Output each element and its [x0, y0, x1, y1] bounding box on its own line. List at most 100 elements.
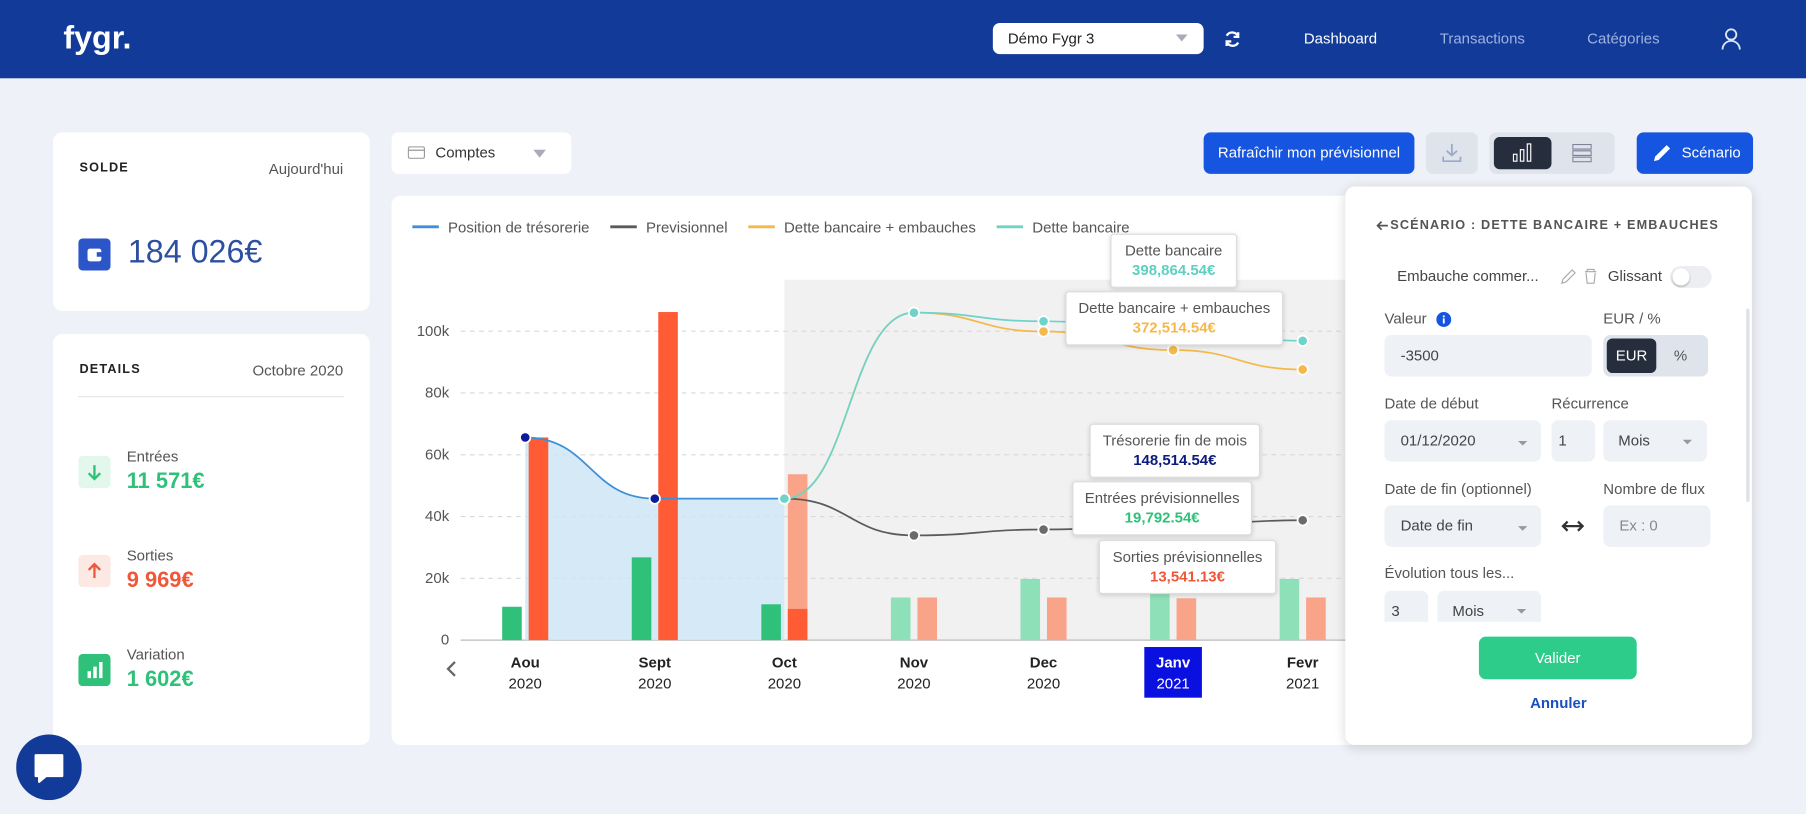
tooltip: Trésorerie fin de mois 148,514.54€ — [1089, 423, 1261, 478]
item-value: 1 602€ — [126, 667, 194, 692]
variation-icon — [78, 653, 111, 687]
chat-button[interactable] — [16, 734, 82, 801]
unit-option[interactable]: % — [1673, 346, 1688, 364]
x-tick-year: 2020 — [638, 675, 671, 692]
x-tick-year: 2020 — [1027, 675, 1060, 692]
tooltip-label: Entrées prévisionnelles — [1084, 489, 1240, 507]
count-input[interactable] — [1603, 505, 1711, 547]
point — [1037, 325, 1050, 338]
count-placeholder: Ex : 0 — [1619, 516, 1658, 535]
info-icon[interactable] — [1436, 312, 1452, 327]
chart-icon — [1512, 143, 1532, 162]
x-tick-label: Fevr — [1287, 655, 1319, 672]
field-label: Évolution tous les... — [1384, 564, 1515, 582]
card-icon — [407, 146, 426, 159]
refresh-button[interactable] — [1203, 132, 1415, 174]
nav-link[interactable]: Catégories — [1587, 29, 1660, 48]
caret — [533, 149, 546, 158]
download-icon — [1442, 143, 1462, 163]
tooltip-value: 148,514.54€ — [1133, 451, 1217, 469]
solde-label: SOLDE — [79, 161, 129, 175]
list-icon[interactable] — [1572, 143, 1592, 163]
sliding-label: Glissant — [1607, 267, 1663, 285]
tooltip-label: Sorties prévisionnelles — [1112, 548, 1263, 566]
point — [1037, 523, 1050, 536]
caret — [1682, 439, 1692, 445]
nav-link[interactable]: Transactions — [1439, 29, 1525, 48]
bar — [1020, 578, 1041, 641]
evolution-input[interactable] — [1384, 590, 1429, 622]
y-tick-label: 60k — [425, 446, 450, 463]
scenario-item: Embauche commer... — [1397, 267, 1539, 285]
submit-button[interactable] — [1478, 636, 1637, 680]
x-tick-label: Aou — [511, 655, 540, 672]
cancel-link[interactable]: Annuler — [1530, 694, 1587, 712]
divider — [78, 396, 345, 398]
solde-date: Aujourd'hui — [268, 160, 344, 178]
evolution-text: 3 — [1391, 602, 1400, 620]
view-chart[interactable] — [1493, 137, 1552, 170]
account-select[interactable] — [992, 23, 1204, 55]
tooltip-value: 398,864.54€ — [1132, 261, 1216, 279]
edit-delete-icons[interactable] — [1561, 268, 1600, 285]
select-carets — [1518, 440, 1528, 531]
point — [1296, 363, 1309, 376]
point — [1296, 514, 1309, 527]
bar — [631, 557, 652, 641]
evolution-select[interactable] — [1437, 590, 1542, 622]
x-tick-label: Janv — [1156, 655, 1191, 672]
scrollbar[interactable] — [1746, 308, 1750, 502]
value-input[interactable] — [1384, 335, 1592, 377]
tooltip: Dette bancaire + embauches 372,514.54€ — [1065, 291, 1284, 346]
in-icon — [78, 455, 111, 489]
back-arrow[interactable] — [1375, 220, 1389, 232]
point — [1037, 315, 1050, 328]
point — [519, 431, 532, 444]
unit-eur[interactable] — [1606, 338, 1657, 374]
field-label: Date de début — [1384, 394, 1479, 413]
point — [1296, 334, 1309, 347]
recurrence-input[interactable] — [1551, 420, 1596, 462]
evolution-unit: Mois — [1452, 602, 1485, 620]
refresh-button-label: Rafraîchir mon prévisionnel — [1217, 143, 1401, 162]
logo[interactable]: fygr. — [63, 19, 132, 56]
y-tick-label: 40k — [425, 508, 450, 525]
tooltip: Sorties prévisionnelles 13,541.13€ — [1098, 539, 1277, 595]
point — [778, 492, 791, 505]
bar — [890, 597, 911, 641]
start-select[interactable] — [1384, 420, 1542, 462]
solde-card — [52, 132, 370, 311]
end-select[interactable] — [1384, 505, 1542, 547]
unit-option: EUR — [1615, 346, 1648, 364]
account-name: Démo Fygr 3 — [1007, 29, 1095, 48]
selected-month — [1144, 647, 1202, 698]
prev-arrow[interactable] — [446, 661, 456, 677]
x-tick-year: 2021 — [1156, 675, 1189, 692]
bar — [502, 606, 522, 641]
area — [525, 437, 785, 641]
legend-label: Dette bancaire — [1032, 220, 1129, 237]
field-label: Récurrence — [1551, 394, 1629, 413]
refresh-icon[interactable] — [1223, 30, 1241, 48]
user-icon[interactable] — [1721, 28, 1742, 51]
tooltip-value: 372,514.54€ — [1132, 318, 1216, 337]
nav-link[interactable]: Dashboard — [1303, 29, 1378, 48]
sliding-toggle[interactable] — [1670, 265, 1712, 288]
tooltip-label: Dette bancaire + embauches — [1078, 299, 1271, 317]
item-label: Variation — [126, 645, 185, 664]
y-tick-label: 20k — [425, 570, 450, 587]
bar — [1176, 598, 1197, 641]
header — [0, 0, 1806, 79]
y-tick-label: 0 — [441, 632, 449, 649]
pen-icon — [1653, 145, 1671, 162]
x-tick-label: Sept — [639, 655, 671, 672]
submit-label: Valider — [1535, 649, 1581, 667]
point — [907, 306, 921, 319]
y-tick-label: 100k — [417, 323, 450, 340]
scenario-button[interactable] — [1636, 132, 1754, 174]
bar — [761, 604, 781, 641]
recurrence-unit: Mois — [1618, 431, 1650, 450]
recurrence-text: 1 — [1558, 431, 1567, 450]
tooltip-value: 19,792.54€ — [1124, 508, 1200, 527]
caret — [1175, 34, 1188, 42]
